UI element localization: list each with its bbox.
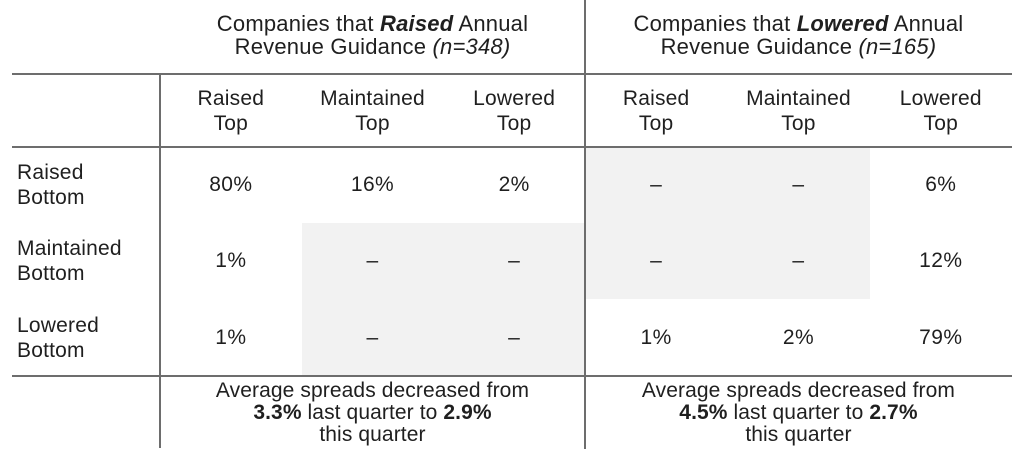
row-label-maintained-bottom: Maintained Bottom (17, 237, 122, 285)
sample-size-raised: (n=348) (432, 33, 511, 59)
data-cell: 1% (215, 325, 247, 349)
data-cell: 1% (215, 249, 247, 272)
group-header-lowered-text: Companies that Lowered Annual Revenue Gu… (633, 10, 964, 59)
data-cell-shaded: – (584, 147, 728, 223)
data-cell: 2% (782, 325, 815, 349)
col-header-maintained-top-right: Maintained Top (746, 87, 851, 135)
spread-this-quarter-lowered: 2.7% (869, 401, 918, 424)
data-cell-shaded: – (727, 223, 870, 299)
corner-cell (12, 376, 160, 450)
emphasis-raised: Raised (380, 10, 454, 36)
data-cell: 6% (925, 173, 957, 196)
footnote-line: Average spreads decreased from (641, 379, 956, 402)
data-cell-shaded: – (443, 223, 585, 299)
col-header-lowered-top-left: Lowered Top (473, 87, 556, 135)
corner-cell (12, 75, 160, 147)
col-header-raised-top-right: Raised Top (622, 87, 690, 135)
horizontal-divider-under-group-headers (12, 73, 1012, 75)
footnote-lowered-group: Average spreads decreased from 4.5% last… (585, 376, 1012, 450)
col-header-maintained-top-left: Maintained Top (320, 87, 425, 135)
row-label-lowered-bottom: Lowered Bottom (17, 313, 99, 362)
spread-this-quarter-raised: 2.9% (443, 401, 492, 424)
data-cell: 12% (919, 249, 963, 272)
data-cell-shaded: – (443, 299, 585, 376)
emphasis-lowered: Lowered (796, 10, 889, 36)
table-grid: Companies that Raised Annual Revenue Gui… (12, 0, 1012, 450)
group-header-raised: Companies that Raised Annual Revenue Gui… (160, 0, 585, 75)
group-header-raised-text: Companies that Raised Annual Revenue Gui… (216, 10, 529, 59)
sample-size-lowered: (n=165) (858, 33, 937, 59)
row-label-raised-bottom: Raised Bottom (17, 161, 85, 209)
data-cell: 2% (498, 173, 530, 196)
data-cell-shaded: – (727, 147, 870, 223)
footnote-line: 3.3% last quarter to 2.9% (253, 401, 492, 424)
data-cell: 16% (350, 173, 395, 196)
spread-last-quarter-raised: 3.3% (253, 401, 302, 424)
footnote-line: Average spreads decreased from (215, 379, 530, 402)
footnote-line: this quarter (319, 423, 426, 446)
data-cell: 80% (209, 173, 253, 196)
vertical-divider-row-labels (159, 75, 161, 448)
vertical-divider-group-separator (584, 0, 586, 449)
data-cell-shaded: – (584, 223, 728, 299)
col-header-lowered-top-right: Lowered Top (899, 87, 982, 135)
data-cell: 1% (640, 325, 672, 349)
spread-last-quarter-lowered: 4.5% (679, 401, 728, 424)
footnote-line: this quarter (745, 423, 852, 446)
horizontal-divider-above-footnotes (12, 375, 1012, 377)
horizontal-divider-under-column-headers (12, 146, 1012, 148)
group-header-lowered: Companies that Lowered Annual Revenue Gu… (585, 0, 1012, 75)
footnote-line: 4.5% last quarter to 2.7% (679, 401, 918, 424)
data-cell-shaded: – (301, 223, 444, 299)
col-header-raised-top-left: Raised Top (197, 87, 265, 135)
data-cell: 79% (919, 325, 963, 349)
data-cell-shaded: – (301, 299, 444, 376)
corner-cell (12, 0, 160, 75)
footnote-raised-group: Average spreads decreased from 3.3% last… (160, 376, 585, 450)
